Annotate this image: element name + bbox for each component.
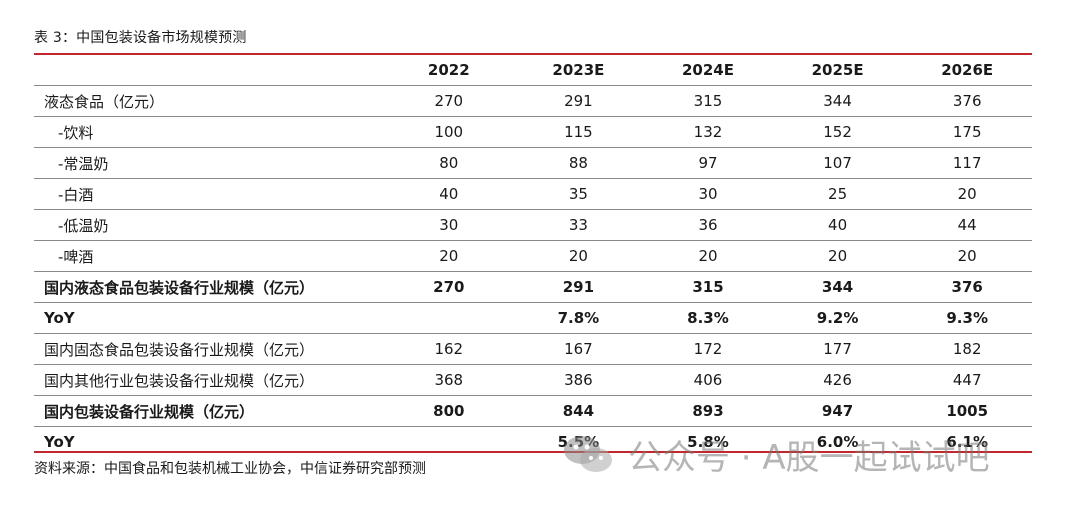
table-bottom-rule [34,451,1032,453]
row-label: 国内液态食品包装设备行业规模（亿元） [34,271,384,303]
header-cell [34,55,384,86]
table-row: YoY 7.8% 8.3% 9.2% 9.3% [34,302,1032,334]
value-cell: 844 [513,395,644,427]
value-cell: 406 [643,364,773,396]
row-label: -饮料 [34,116,384,148]
value-cell: 107 [772,147,903,179]
header-cell: 2022 [384,55,514,86]
value-cell: 172 [643,333,773,365]
value-cell: 30 [643,178,773,210]
value-cell: 30 [384,209,514,241]
value-cell: 20 [643,240,773,272]
table-row: -低温奶 30 33 36 40 44 [34,209,1032,241]
value-cell: 132 [643,116,773,148]
table-row: -白酒 40 35 30 25 20 [34,178,1032,210]
value-cell: 20 [513,240,644,272]
header-cell: 2024E [643,55,773,86]
value-cell: 40 [384,178,514,210]
value-cell: 175 [902,116,1032,148]
value-cell: 893 [643,395,773,427]
table-row: -常温奶 80 88 97 107 117 [34,147,1032,179]
value-cell: 315 [643,85,773,117]
value-cell: 44 [902,209,1032,241]
value-cell: 25 [772,178,903,210]
value-cell: 447 [902,364,1032,396]
value-cell: 152 [772,116,903,148]
value-cell: 117 [902,147,1032,179]
market-size-table: 2022 2023E 2024E 2025E 2026E 液态食品（亿元） 270… [34,55,1032,457]
value-cell: 97 [643,147,773,179]
value-cell: 40 [772,209,903,241]
table-caption: 表 3：中国包装设备市场规模预测 [34,30,247,46]
value-cell: 20 [772,240,903,272]
table-row: 国内固态食品包装设备行业规模（亿元） 162 167 172 177 182 [34,333,1032,365]
value-cell: 20 [902,178,1032,210]
value-cell: 344 [772,85,903,117]
value-cell: 20 [384,240,514,272]
value-cell: 88 [513,147,644,179]
value-cell: 167 [513,333,644,365]
table-row: 国内液态食品包装设备行业规模（亿元） 270 291 315 344 376 [34,271,1032,303]
value-cell: 386 [513,364,644,396]
value-cell: 291 [513,85,644,117]
row-label: 国内其他行业包装设备行业规模（亿元） [34,364,384,396]
header-row: 2022 2023E 2024E 2025E 2026E [34,55,1032,86]
row-label: -白酒 [34,178,384,210]
header-cell: 2026E [902,55,1032,86]
value-cell: 5.8% [687,433,729,451]
value-cell: 800 [384,395,514,427]
value-cell: 35 [513,178,644,210]
value-cell: 368 [384,364,514,396]
header-cell: 2023E [513,55,644,86]
value-cell: 36 [643,209,773,241]
table-row: -啤酒 20 20 20 20 20 [34,240,1032,272]
value-cell: 6.0% [816,433,859,451]
value-cell: 115 [513,116,644,148]
source-note: 资料来源：中国食品和包装机械工业协会，中信证券研究部预测 [34,461,426,477]
value-cell: 20 [902,240,1032,272]
value-cell: 33 [513,209,644,241]
table-top-rule [34,53,1032,55]
row-label: -常温奶 [34,147,384,179]
row-label: 国内包装设备行业规模（亿元） [34,395,384,427]
value-cell: 182 [902,333,1032,365]
value-cell: 291 [513,271,644,303]
row-label: YoY [34,302,384,334]
row-label: 液态食品（亿元） [34,85,384,117]
value-cell: 376 [902,85,1032,117]
row-label: YoY [44,433,75,451]
table-row: -饮料 100 115 132 152 175 [34,116,1032,148]
row-label: 国内固态食品包装设备行业规模（亿元） [34,333,384,365]
table-row: 液态食品（亿元） 270 291 315 344 376 [34,85,1032,117]
value-cell: 1005 [902,395,1032,427]
row-label: -啤酒 [34,240,384,272]
header-cell: 2025E [772,55,903,86]
value-cell: 6.1% [946,433,988,451]
value-cell [384,302,514,334]
value-cell: 9.3% [902,302,1032,334]
value-cell: 80 [384,147,514,179]
row-label: -低温奶 [34,209,384,241]
value-cell: 7.8% [513,302,644,334]
value-cell: 162 [384,333,514,365]
value-cell: 344 [772,271,903,303]
value-cell: 8.3% [643,302,773,334]
value-cell: 315 [643,271,773,303]
value-cell: 270 [384,85,514,117]
value-cell: 376 [902,271,1032,303]
value-cell: 100 [384,116,514,148]
table-row: 国内包装设备行业规模（亿元） 800 844 893 947 1005 [34,395,1032,427]
value-cell: 270 [384,271,514,303]
table-row: 国内其他行业包装设备行业规模（亿元） 368 386 406 426 447 [34,364,1032,396]
value-cell: 177 [772,333,903,365]
value-cell: 9.2% [772,302,903,334]
value-cell: 947 [772,395,903,427]
value-cell: 426 [772,364,903,396]
